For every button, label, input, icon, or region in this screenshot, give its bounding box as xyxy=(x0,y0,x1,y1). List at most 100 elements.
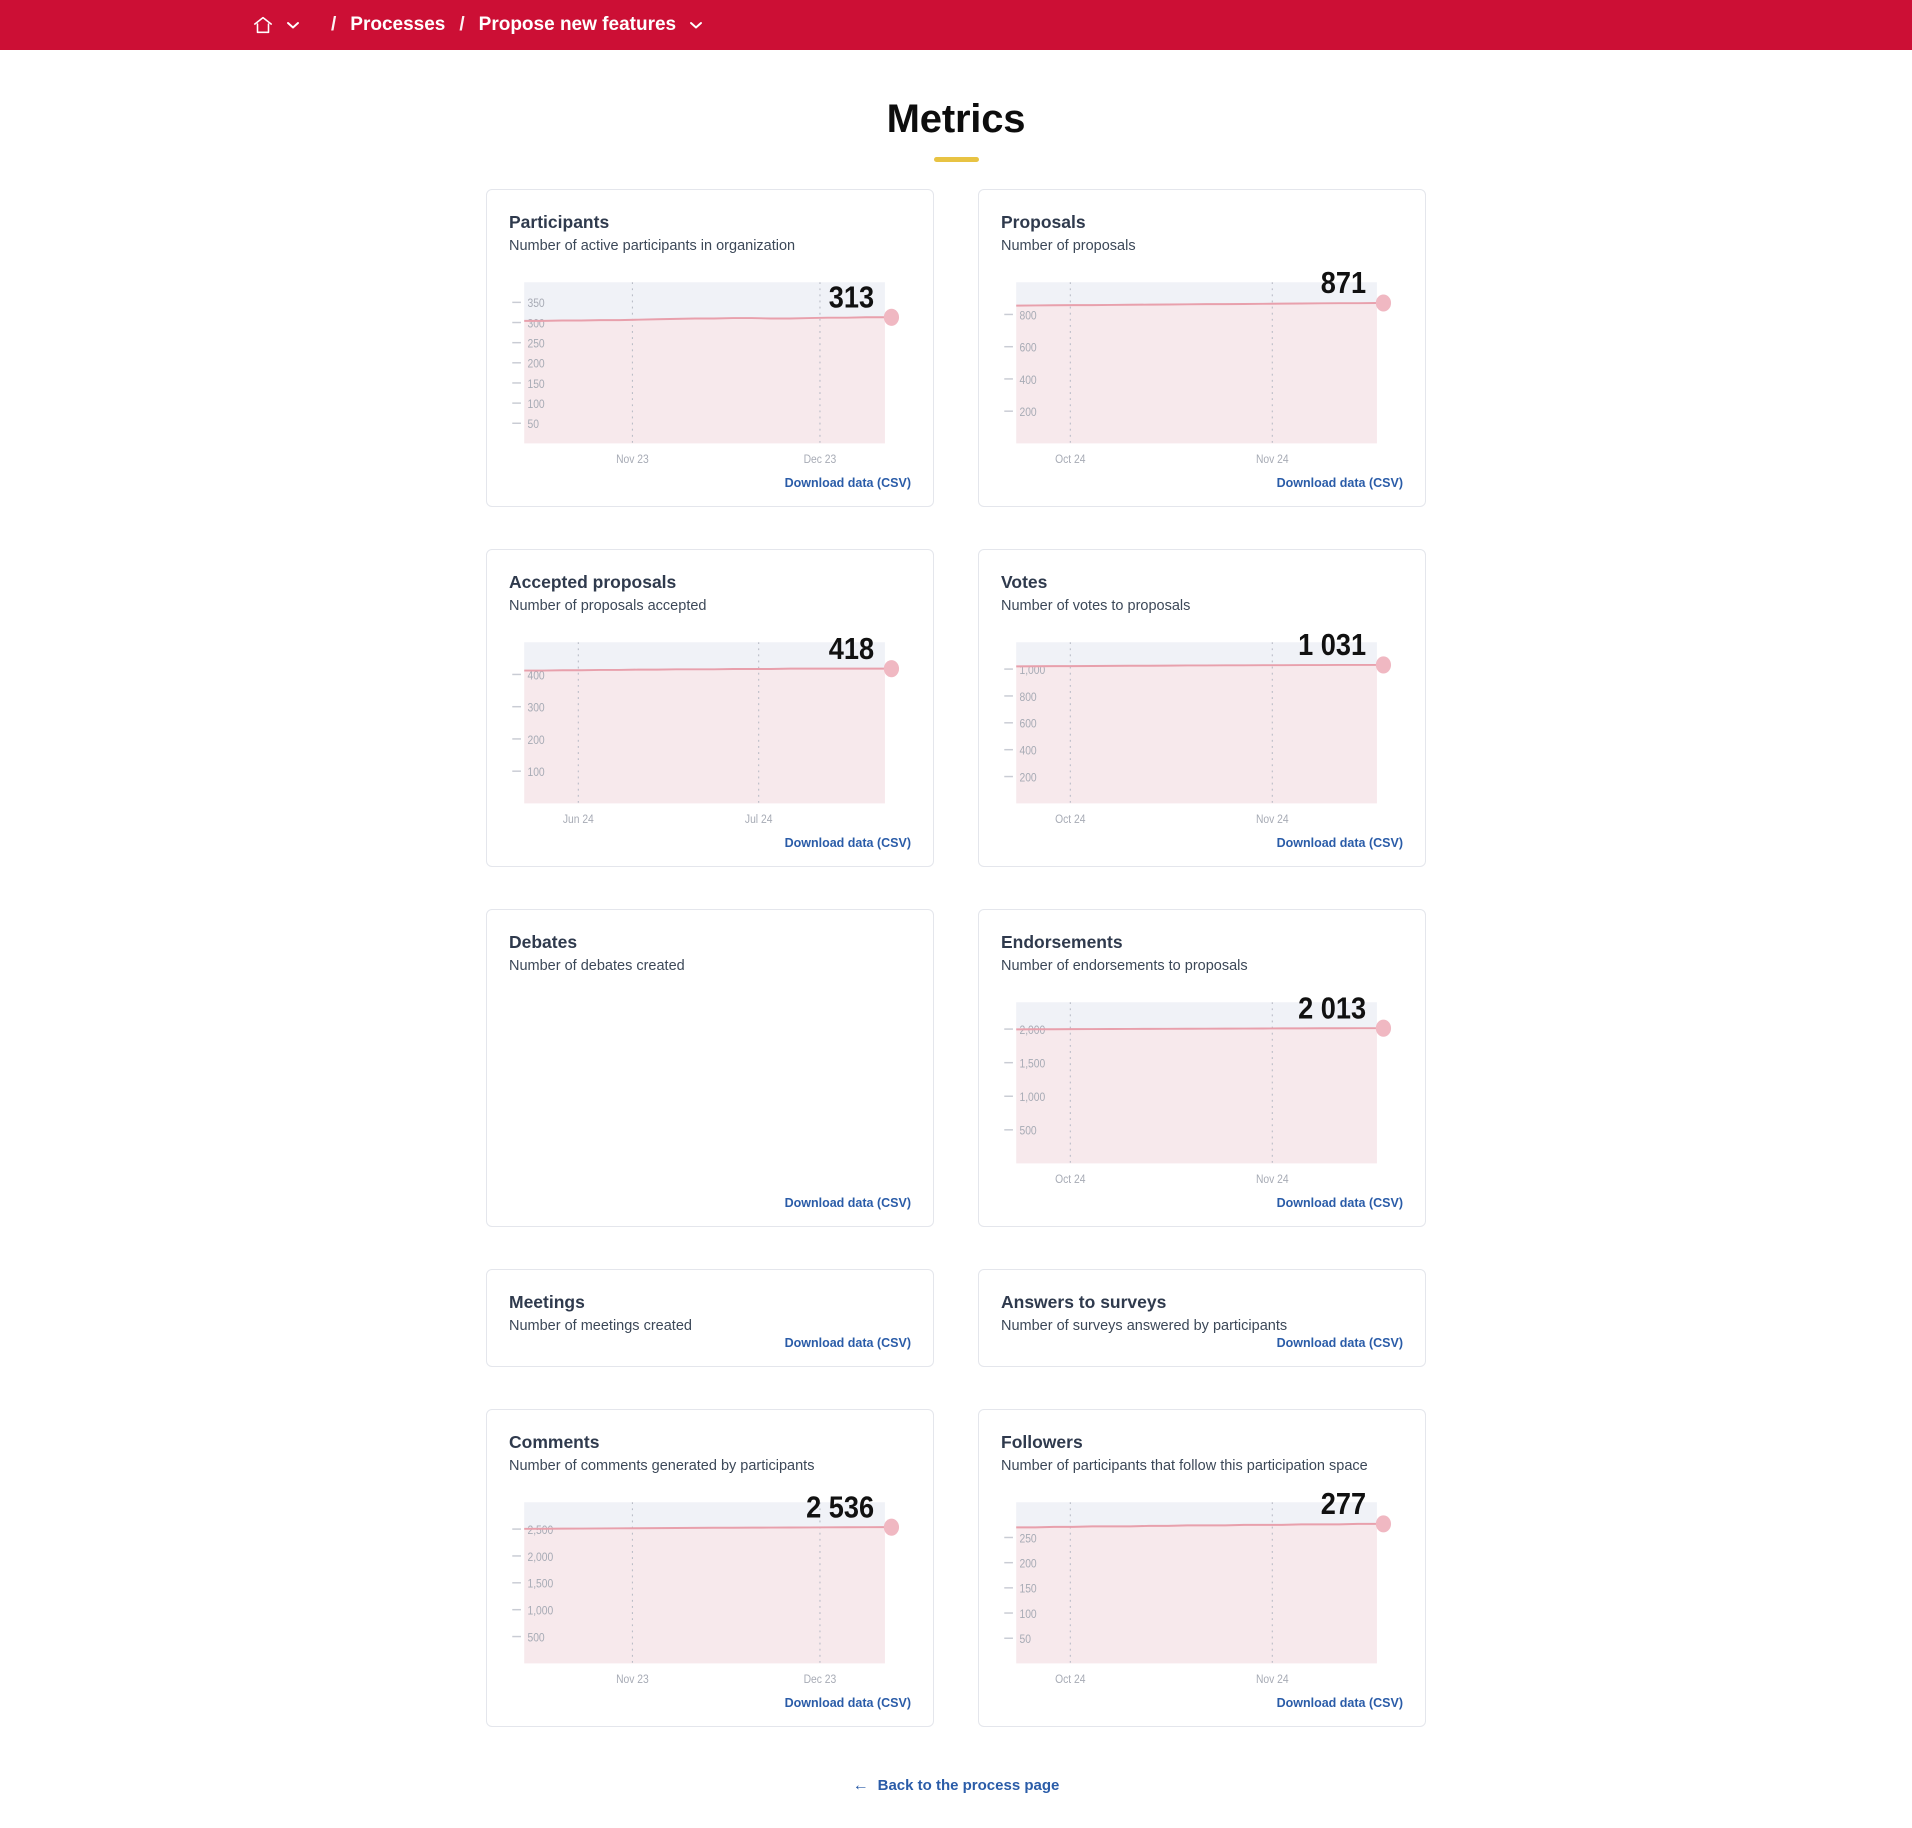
page-header: Metrics xyxy=(0,50,1912,162)
metric-card-votes: Votes Number of votes to proposals Oct 24 N… xyxy=(978,549,1426,867)
chart-area-fill xyxy=(1016,1523,1377,1664)
x-axis-label: Dec 23 xyxy=(804,1673,837,1686)
chart-end-marker xyxy=(1375,294,1392,312)
chart-area-above xyxy=(1016,1501,1377,1528)
x-axis-label: Dec 23 xyxy=(804,453,837,466)
metric-title: Followers xyxy=(1001,1432,1083,1452)
y-axis-label: 250 xyxy=(527,338,544,351)
back-to-process-link[interactable]: Back to the process page xyxy=(877,1777,1060,1794)
y-axis-label: 400 xyxy=(527,670,544,683)
page-title: Metrics xyxy=(886,97,1026,141)
download-csv-link[interactable]: Download data (CSV) xyxy=(1276,836,1403,850)
chart-end-marker xyxy=(883,659,900,677)
download-csv-link[interactable]: Download data (CSV) xyxy=(784,836,911,850)
y-axis-label: 600 xyxy=(1019,718,1036,731)
chart-container: Nov 23 Dec 23 350 300 250 200 150 100 50 313 xyxy=(509,270,911,470)
y-axis-label: 350 xyxy=(527,297,544,310)
chart-container: Oct 24 Nov 24 1,000 800 600 400 200 1 031 xyxy=(1001,628,1403,830)
download-csv-link[interactable]: Download data (CSV) xyxy=(784,476,911,490)
download-csv-link[interactable]: Download data (CSV) xyxy=(784,1696,911,1710)
chart-value-label: 871 xyxy=(1321,267,1366,301)
y-axis-label: 500 xyxy=(1019,1125,1036,1138)
download-csv-link[interactable]: Download data (CSV) xyxy=(784,1196,911,1210)
x-axis-label: Oct 24 xyxy=(1055,453,1085,466)
metric-card-followers: Followers Number of participants that fol… xyxy=(978,1409,1426,1727)
footer: ← Back to the process page xyxy=(0,1777,1912,1828)
csv-row: Download data (CSV) xyxy=(1001,1196,1403,1210)
chart-area-fill xyxy=(1016,302,1377,444)
chart-line xyxy=(1016,1522,1377,1529)
y-axis-label: 1,000 xyxy=(1019,1091,1045,1104)
metric-subtitle: Number of votes to proposals xyxy=(1001,597,1191,614)
y-axis-label: 300 xyxy=(527,318,544,331)
chart-value-label: 1 031 xyxy=(1298,628,1366,662)
csv-row: Download data (CSV) xyxy=(1001,836,1403,850)
download-csv-link[interactable]: Download data (CSV) xyxy=(1276,476,1403,490)
x-axis-label: Nov 24 xyxy=(1256,1173,1289,1186)
y-axis-label: 100 xyxy=(1019,1608,1036,1621)
download-csv-link[interactable]: Download data (CSV) xyxy=(784,1336,911,1350)
download-csv-link[interactable]: Download data (CSV) xyxy=(1276,1336,1403,1350)
y-axis-label: 1,000 xyxy=(527,1605,553,1618)
y-axis-label: 200 xyxy=(527,734,544,747)
x-axis-label: Nov 24 xyxy=(1256,453,1289,466)
breadcrumb-link-current[interactable]: Propose new features xyxy=(478,14,677,35)
title-underline-accent xyxy=(933,157,979,162)
breadcrumb-bar: / Processes / Propose new features xyxy=(0,0,1912,50)
metric-chart: Oct 24 Nov 24 2,000 1,500 1,000 500 2 013 xyxy=(1004,992,1392,1186)
y-axis-label: 200 xyxy=(1019,772,1036,785)
chart-end-marker xyxy=(1375,1515,1392,1533)
metric-title: Votes xyxy=(1001,572,1048,592)
chart-value-label: 2 536 xyxy=(806,1491,874,1525)
metric-subtitle: Number of participants that follow this … xyxy=(1001,1457,1368,1474)
chart-container: Oct 24 Nov 24 2,000 1,500 1,000 500 2 013 xyxy=(1001,990,1403,1190)
y-axis-label: 2,000 xyxy=(527,1551,553,1564)
y-axis-label: 300 xyxy=(527,702,544,715)
x-axis-label: Oct 24 xyxy=(1055,1173,1085,1186)
chart-value-label: 277 xyxy=(1321,1487,1366,1521)
y-axis-label: 1,500 xyxy=(1019,1058,1045,1071)
x-axis-label: Nov 23 xyxy=(616,1673,649,1686)
chart-end-marker xyxy=(1375,656,1392,674)
metric-card-debates: Debates Number of debates created Download… xyxy=(486,909,934,1227)
y-axis-label: 400 xyxy=(1019,745,1036,758)
metric-chart: Oct 24 Nov 24 250 200 150 100 50 277 xyxy=(1004,1487,1392,1686)
y-axis-label: 200 xyxy=(1019,1558,1036,1571)
y-axis-label: 500 xyxy=(527,1632,544,1645)
csv-row: Download data (CSV) xyxy=(1001,1696,1403,1710)
x-axis-label: Nov 23 xyxy=(616,453,649,466)
breadcrumb-link-processes[interactable]: Processes xyxy=(350,14,446,35)
chart-value-label: 313 xyxy=(829,281,874,315)
download-csv-link[interactable]: Download data (CSV) xyxy=(1276,1696,1403,1710)
metric-title: Comments xyxy=(509,1432,600,1452)
chevron-down-icon[interactable] xyxy=(287,16,299,34)
metric-subtitle: Number of proposals xyxy=(1001,237,1136,254)
csv-row: Download data (CSV) xyxy=(1001,1336,1403,1350)
metric-subtitle: Number of meetings created xyxy=(509,1317,692,1334)
metric-subtitle: Number of debates created xyxy=(509,957,685,974)
metric-subtitle: Number of comments generated by particip… xyxy=(509,1457,815,1474)
metric-subtitle: Number of proposals accepted xyxy=(509,597,707,614)
chart-line xyxy=(524,1525,885,1530)
chart-area-above xyxy=(524,1501,885,1529)
metric-subtitle: Number of endorsements to proposals xyxy=(1001,957,1248,974)
csv-row: Download data (CSV) xyxy=(509,836,911,850)
home-icon[interactable] xyxy=(252,14,274,36)
metrics-grid: Participants Number of active participant… xyxy=(486,189,1426,1727)
metric-chart: Oct 24 Nov 24 800 600 400 200 871 xyxy=(1004,267,1392,466)
y-axis-label: 2,500 xyxy=(527,1524,553,1537)
metric-chart: Oct 24 Nov 24 1,000 800 600 400 200 1 031 xyxy=(1004,628,1392,826)
metric-title: Answers to surveys xyxy=(1001,1292,1167,1312)
chart-line xyxy=(1016,663,1377,668)
y-axis-label: 150 xyxy=(1019,1583,1036,1596)
chart-area-above xyxy=(1016,641,1377,667)
metric-card-answers-to-surveys: Answers to surveys Number of surveys answ… xyxy=(978,1269,1426,1367)
chevron-down-icon[interactable] xyxy=(690,16,703,34)
chart-area-fill xyxy=(524,1526,885,1664)
download-csv-link[interactable]: Download data (CSV) xyxy=(1276,1196,1403,1210)
metric-card-accepted-proposals: Accepted proposals Number of proposals ac… xyxy=(486,549,934,867)
chart-line xyxy=(1016,301,1377,307)
metric-subtitle: Number of surveys answered by participan… xyxy=(1001,1317,1288,1334)
breadcrumb-home[interactable] xyxy=(252,14,299,36)
y-axis-label: 400 xyxy=(1019,374,1036,387)
